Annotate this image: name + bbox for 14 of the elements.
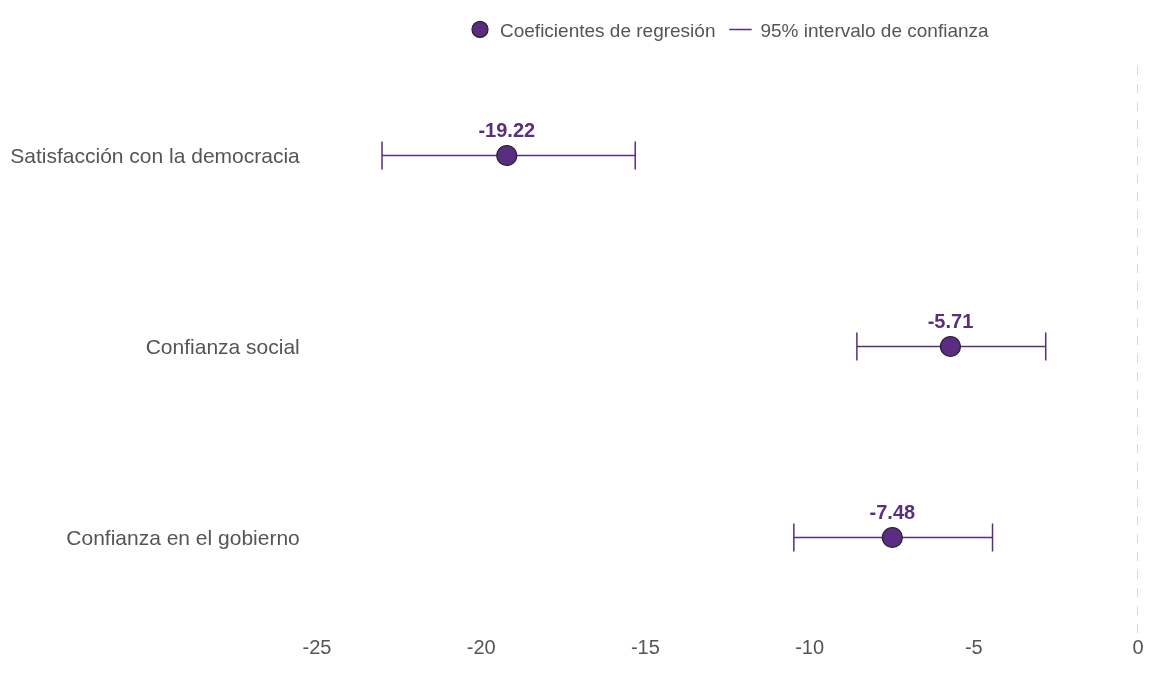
legend-label: Coeficientes de regresión	[500, 19, 716, 41]
x-tick-label: -5	[964, 636, 983, 658]
x-tick-label: -20	[466, 636, 496, 658]
x-tick-label: -10	[795, 636, 825, 658]
y-tick-label: Confianza social	[145, 334, 300, 358]
data-label: -7.48	[869, 501, 916, 523]
text: 95% intervalo de confianza	[760, 19, 990, 41]
y-tick-label: Confianza en el gobierno	[66, 525, 300, 549]
x-tick-label: -15	[630, 636, 660, 658]
data-label: -5.71	[927, 310, 974, 332]
data-label: -19.22	[478, 119, 536, 141]
x-tick-label: 0	[1132, 636, 1144, 658]
x-tick-label: -25	[302, 636, 332, 658]
y-tick-label: Satisfacción con la democracia	[10, 143, 301, 167]
